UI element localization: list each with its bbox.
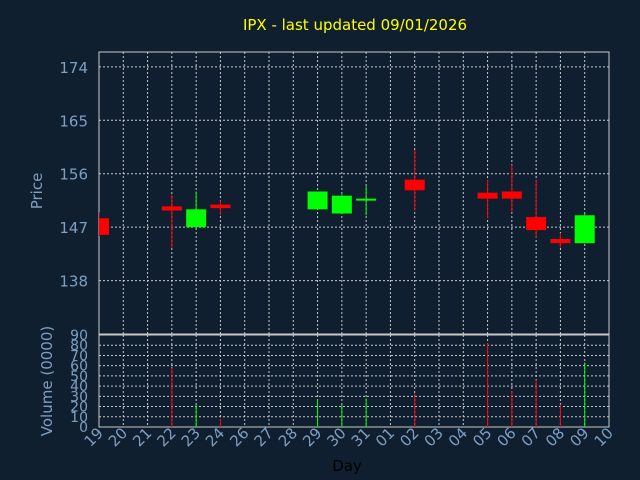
candle-body [210,204,231,209]
candle-body [307,191,328,210]
candle-body [161,206,182,211]
volume-tick-label: 50 [70,369,88,385]
price-axis-label: Price [28,173,46,210]
volume-tick-label: 10 [70,410,88,426]
x-axis-label: Day [332,457,362,475]
candle-body [99,218,109,235]
volume-tick-label: 20 [70,400,88,416]
volume-tick-label: 90 [70,328,88,344]
price-panel: 138 147 156 165 174 [59,51,610,335]
price-tick-label: 174 [59,59,88,77]
volume-tick-label: 30 [70,389,88,405]
price-tick-label: 165 [59,112,88,130]
volume-panel-frame [98,334,610,428]
candle-body [501,191,522,199]
candle-body [404,179,425,191]
price-tick-label: 138 [59,273,88,291]
volume-axis-label: Volume (0000) [38,326,56,436]
chart-title: IPX - last updated 09/01/2026 [243,16,467,34]
volume-tick-label: 70 [70,348,88,364]
candle-body [574,215,595,244]
price-tick-label: 156 [59,166,88,184]
candle-body [477,192,498,199]
volume-tick-label: 40 [70,379,88,395]
candle-body [550,239,571,244]
candle-body [331,195,352,214]
price-panel-frame [98,51,610,335]
candle-body [186,209,207,228]
candle-body [526,217,547,231]
volume-tick-label: 60 [70,359,88,375]
volume-tick-label: 80 [70,338,88,354]
price-tick-label: 147 [59,219,88,237]
candles-group [99,149,595,248]
volume-tick-label: 0 [79,420,88,436]
candle-body [356,198,377,201]
